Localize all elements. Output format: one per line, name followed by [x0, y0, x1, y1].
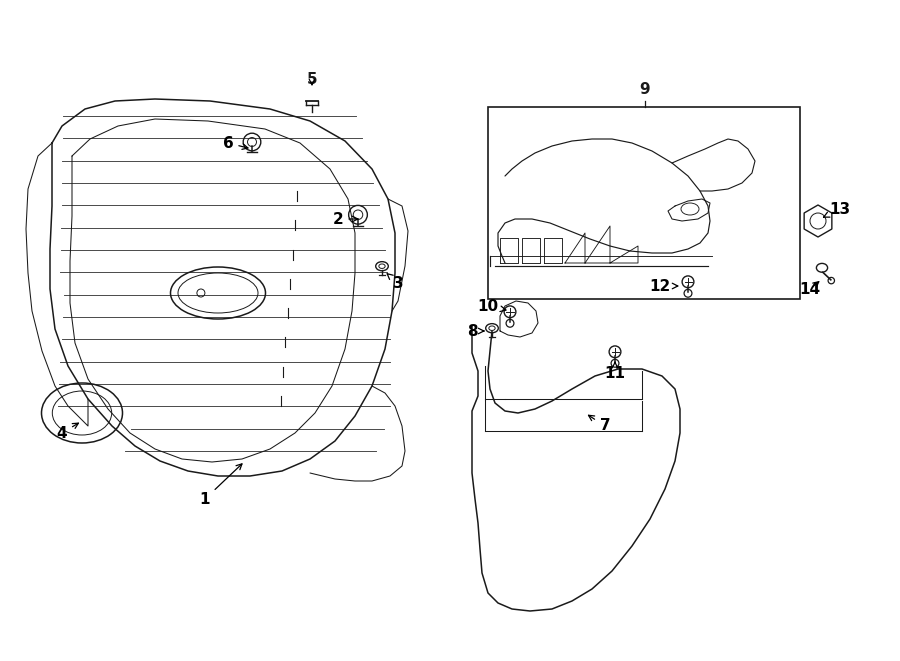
Text: 14: 14 [799, 282, 821, 297]
Text: 10: 10 [477, 299, 506, 313]
Text: 9: 9 [640, 81, 651, 97]
Text: 5: 5 [307, 71, 318, 87]
Bar [488, 107, 800, 299]
Text: 4: 4 [57, 423, 78, 440]
Text: 8: 8 [467, 323, 484, 338]
Text: 13: 13 [824, 202, 850, 217]
Text: 11: 11 [605, 362, 626, 381]
Text: 7: 7 [589, 415, 610, 434]
Text: 6: 6 [222, 136, 248, 151]
Text: 3: 3 [387, 274, 403, 290]
Text: 1: 1 [200, 464, 242, 506]
Text: 2: 2 [333, 212, 358, 227]
Text: 12: 12 [650, 278, 678, 293]
